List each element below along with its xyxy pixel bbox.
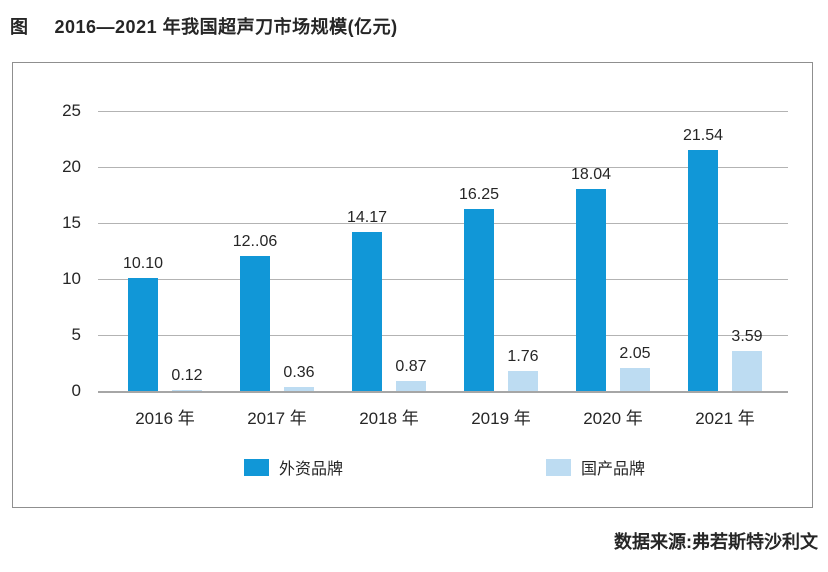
y-tick-label-15: 15 [62, 213, 81, 232]
bar-domestic-2019 [508, 371, 538, 391]
value-label-domestic-2020: 2.05 [619, 345, 651, 363]
y-tick-label-20: 20 [62, 157, 81, 176]
legend-swatch-domestic [546, 458, 571, 476]
bar-foreign-2020 [576, 188, 606, 391]
bar-domestic-2021 [732, 350, 762, 391]
bar-foreign-2018 [352, 232, 382, 391]
legend-label-domestic: 国产品牌 [581, 461, 646, 478]
value-label-domestic-2016: 0.12 [171, 366, 203, 384]
gridline-y10 [98, 279, 788, 280]
bar-foreign-2017 [240, 255, 270, 391]
legend-label-foreign: 外资品牌 [279, 461, 344, 478]
gridline-y25 [98, 111, 788, 112]
y-tick-label-5: 5 [71, 325, 81, 344]
value-label-domestic-2018: 0.87 [395, 358, 427, 376]
value-label-foreign-2016: 10.10 [122, 254, 164, 272]
bar-domestic-2016 [172, 389, 202, 391]
bar-foreign-2021 [688, 149, 718, 391]
figure-title: 图 2016—2021 年我国超声刀市场规模(亿元) [10, 13, 398, 39]
x-tick-label-2016: 2016 年 [135, 409, 195, 428]
bar-foreign-2019 [464, 209, 494, 391]
x-tick-label-2020: 2020 年 [583, 409, 643, 428]
legend-item-domestic: 国产品牌 [546, 455, 645, 479]
x-tick-label-2021: 2021 年 [695, 409, 755, 428]
gridline-y20 [98, 167, 788, 168]
y-tick-label-0: 0 [71, 381, 81, 400]
gridline-y15 [98, 223, 788, 224]
value-label-domestic-2017: 0.36 [283, 363, 315, 381]
value-label-foreign-2017: 12..06 [232, 232, 278, 250]
x-tick-label-2018: 2018 年 [359, 409, 419, 428]
bar-domestic-2018 [396, 381, 426, 391]
bar-domestic-2017 [284, 386, 314, 391]
x-tick-label-2017: 2017 年 [247, 409, 307, 428]
value-label-foreign-2018: 14.17 [346, 209, 388, 227]
y-tick-label-25: 25 [62, 101, 81, 120]
gridline-y5 [98, 335, 788, 336]
figure-title-text: 2016—2021 年我国超声刀市场规模(亿元) [54, 17, 398, 37]
value-label-domestic-2021: 3.59 [731, 327, 763, 345]
bar-domestic-2020 [620, 368, 650, 391]
chart-panel: 0 5 10 15 20 25 10.10 0.12 2016 年 12..06 0.36 2017 … [12, 62, 813, 508]
legend-swatch-foreign [244, 458, 269, 476]
x-axis-line [98, 391, 788, 393]
bar-foreign-2016 [128, 277, 158, 391]
figure-prefix-label: 图 [10, 17, 29, 37]
data-source-label: 数据来源:弗若斯特沙利文 [614, 532, 818, 552]
y-tick-label-10: 10 [62, 269, 81, 288]
value-label-foreign-2021: 21.54 [682, 126, 724, 144]
value-label-domestic-2019: 1.76 [507, 348, 539, 366]
value-label-foreign-2019: 16.25 [458, 186, 500, 203]
legend-item-foreign: 外资品牌 [244, 455, 343, 479]
x-tick-label-2019: 2019 年 [471, 409, 531, 428]
value-label-foreign-2020: 18.04 [570, 165, 612, 183]
